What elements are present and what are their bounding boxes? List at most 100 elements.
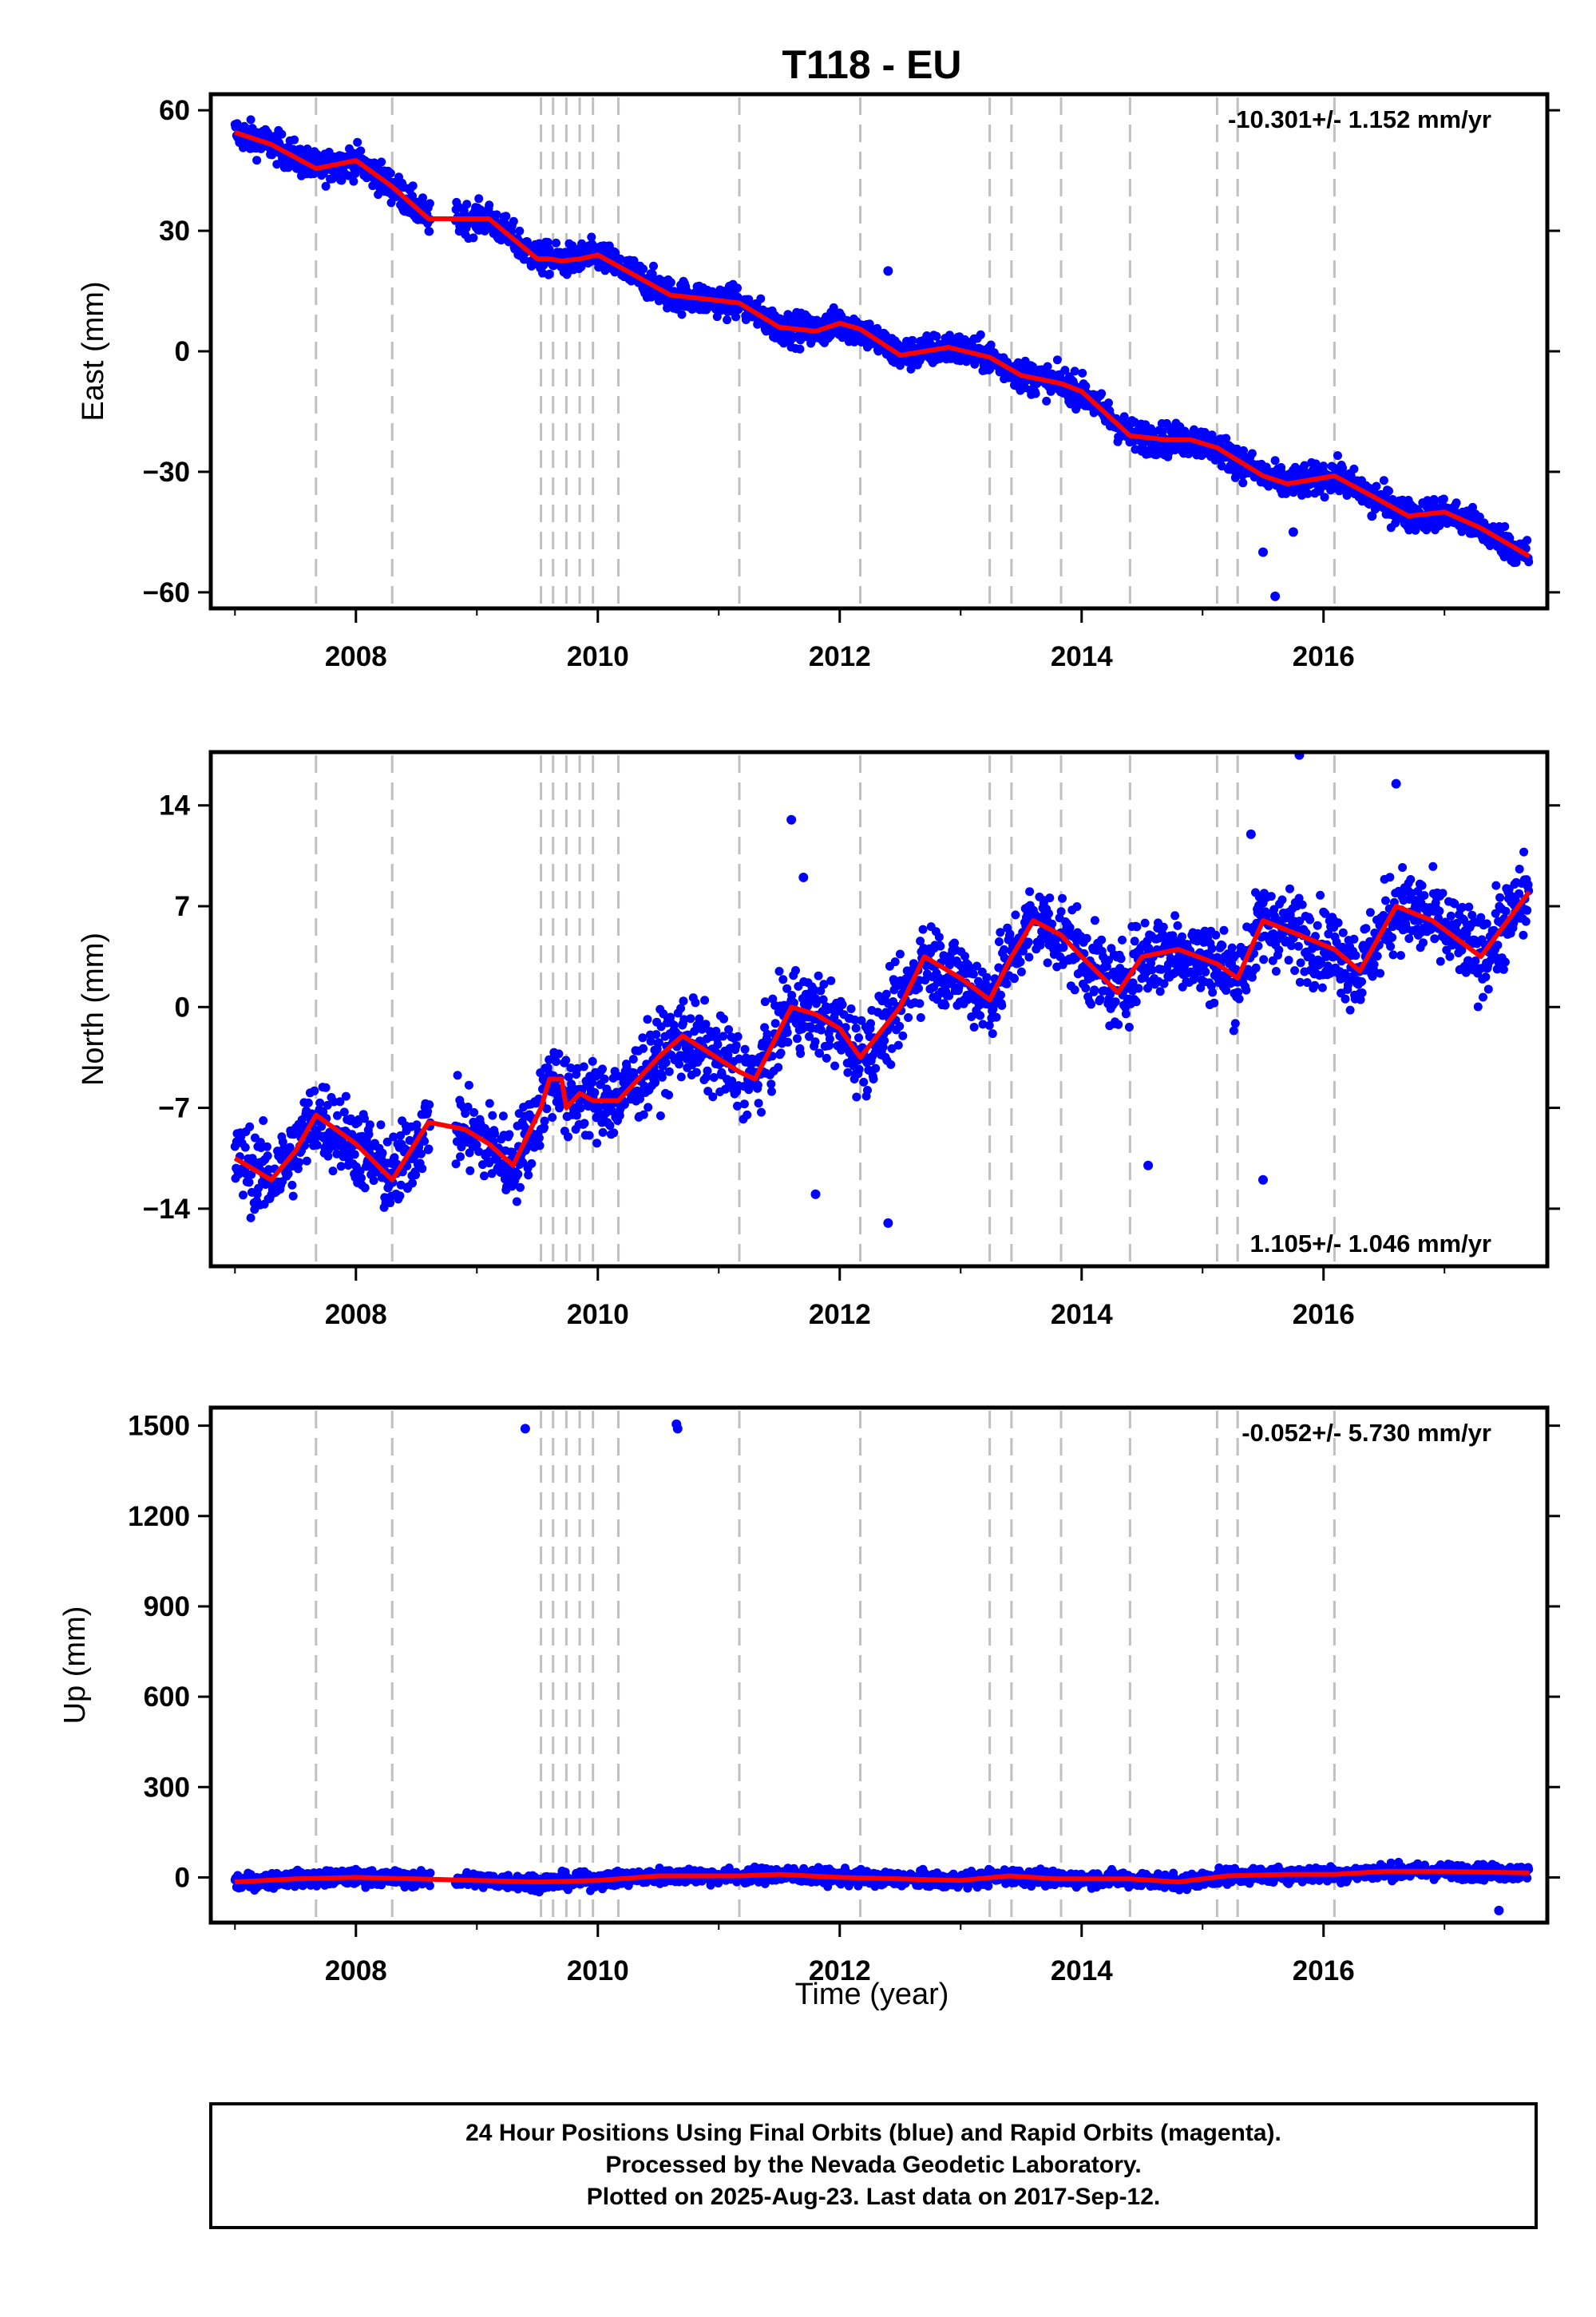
data-point bbox=[686, 1014, 695, 1024]
data-point bbox=[1230, 1019, 1240, 1028]
data-point bbox=[1058, 893, 1067, 903]
data-point bbox=[1436, 957, 1445, 966]
x-tick-label: 2016 bbox=[1293, 1299, 1355, 1330]
data-point bbox=[1333, 918, 1343, 928]
data-point bbox=[561, 1056, 571, 1065]
y-tick-label: 60 bbox=[159, 95, 190, 126]
data-point bbox=[1417, 881, 1427, 890]
data-point bbox=[649, 261, 658, 271]
data-point bbox=[1464, 902, 1474, 912]
data-point bbox=[1501, 906, 1511, 916]
data-point bbox=[516, 1182, 525, 1192]
data-point bbox=[469, 233, 478, 243]
data-point bbox=[1523, 536, 1532, 545]
data-point bbox=[545, 269, 554, 279]
data-point bbox=[1238, 478, 1248, 488]
y-tick-label: −7 bbox=[158, 1093, 190, 1124]
data-point bbox=[1296, 958, 1305, 968]
data-point bbox=[679, 996, 688, 1006]
data-point bbox=[1483, 984, 1493, 994]
data-point bbox=[1208, 988, 1218, 997]
data-point bbox=[584, 1131, 594, 1140]
y-tick-label: 0 bbox=[175, 992, 190, 1023]
data-point bbox=[1025, 887, 1035, 897]
data-point bbox=[731, 312, 740, 322]
y-tick-label: 30 bbox=[159, 216, 190, 247]
data-point bbox=[643, 1015, 652, 1024]
data-point bbox=[1097, 389, 1107, 398]
data-point bbox=[378, 1148, 387, 1158]
data-point bbox=[425, 227, 434, 236]
data-point bbox=[1045, 893, 1055, 903]
data-point bbox=[548, 1113, 557, 1122]
data-point bbox=[1114, 1020, 1123, 1029]
data-point bbox=[1207, 944, 1217, 953]
data-point bbox=[854, 1064, 864, 1074]
data-point bbox=[364, 1130, 374, 1139]
data-point bbox=[994, 937, 1004, 946]
data-point bbox=[369, 1176, 378, 1186]
data-point bbox=[647, 292, 656, 302]
outlier-point bbox=[1367, 511, 1377, 521]
data-point bbox=[1119, 412, 1129, 422]
data-point bbox=[1500, 522, 1510, 531]
x-tick-label: 2010 bbox=[567, 1299, 629, 1330]
data-point bbox=[1445, 952, 1455, 961]
data-points bbox=[230, 1419, 1534, 1915]
data-point bbox=[303, 1098, 313, 1107]
x-tick-label: 2014 bbox=[1051, 1299, 1113, 1330]
data-point bbox=[1349, 934, 1359, 944]
data-point bbox=[778, 975, 788, 984]
data-point bbox=[1284, 956, 1293, 965]
data-point bbox=[315, 1098, 325, 1107]
chart-title: T118 - EU bbox=[782, 42, 961, 87]
data-point bbox=[814, 971, 823, 980]
x-tick-label: 2008 bbox=[325, 1299, 387, 1330]
data-point bbox=[893, 1040, 903, 1050]
data-point bbox=[1290, 966, 1300, 976]
data-point bbox=[936, 941, 945, 951]
data-point bbox=[321, 181, 331, 191]
outlier-point bbox=[1288, 527, 1298, 537]
data-point bbox=[664, 1067, 674, 1076]
data-point bbox=[664, 1091, 674, 1099]
data-point bbox=[1131, 997, 1141, 1007]
data-point bbox=[552, 238, 560, 248]
data-point bbox=[1070, 366, 1079, 376]
data-point bbox=[1349, 464, 1359, 473]
data-point bbox=[996, 990, 1005, 1000]
data-point bbox=[843, 1067, 853, 1077]
data-point bbox=[1251, 963, 1261, 972]
data-point bbox=[1116, 954, 1126, 964]
data-point bbox=[976, 1011, 985, 1020]
data-point bbox=[1365, 908, 1375, 917]
data-point bbox=[515, 226, 525, 236]
data-point bbox=[540, 1116, 549, 1126]
data-point bbox=[941, 1000, 950, 1010]
data-point bbox=[485, 200, 494, 210]
data-point bbox=[1376, 968, 1385, 978]
data-point bbox=[246, 1213, 255, 1222]
data-point bbox=[1052, 355, 1062, 365]
data-point bbox=[826, 976, 836, 985]
data-point bbox=[488, 1111, 497, 1120]
data-point bbox=[1229, 1026, 1238, 1036]
outlier-point bbox=[798, 872, 809, 882]
data-point bbox=[880, 1036, 889, 1045]
data-point bbox=[677, 310, 687, 319]
x-tick-label: 2012 bbox=[809, 1299, 871, 1330]
data-point bbox=[783, 1037, 793, 1047]
data-point bbox=[691, 998, 700, 1008]
data-point bbox=[370, 158, 379, 168]
data-point bbox=[1270, 456, 1280, 465]
data-point bbox=[651, 1030, 661, 1040]
data-point bbox=[1406, 875, 1416, 884]
data-point bbox=[1385, 873, 1395, 882]
data-point bbox=[1310, 980, 1320, 990]
data-point bbox=[1210, 998, 1219, 1008]
data-point bbox=[733, 1032, 743, 1041]
data-point bbox=[1081, 984, 1091, 993]
data-point bbox=[1005, 929, 1015, 939]
data-point bbox=[787, 991, 797, 1000]
data-point bbox=[890, 957, 900, 967]
